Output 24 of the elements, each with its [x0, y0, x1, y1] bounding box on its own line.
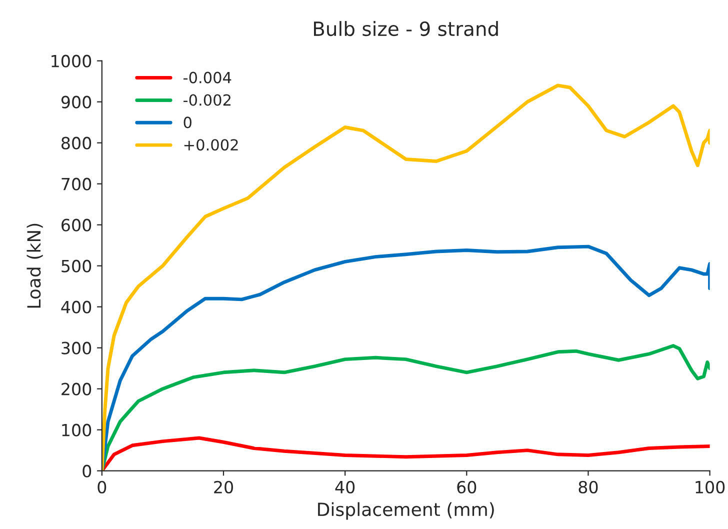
y-tick-label: 700 [62, 178, 92, 190]
legend-label: -0.004 [184, 72, 232, 84]
y-tick-label: 600 [62, 218, 92, 232]
x-tick-label: 80 [578, 480, 598, 494]
y-tick-label: 800 [62, 136, 92, 150]
x-tick-label: 100 [696, 480, 725, 494]
y-tick-label: 400 [61, 300, 92, 314]
y-tick-label: 500 [62, 260, 92, 272]
x-tick-label: 60 [457, 480, 476, 494]
y-tick-label: 0 [82, 464, 92, 478]
legend-label: 0 [184, 116, 192, 128]
x-axis-title: Displacement (mm) [318, 502, 494, 520]
x-tick-label: 20 [214, 480, 233, 494]
x-tick-label: 40 [335, 480, 355, 494]
y-axis-title: Load (kN) [26, 224, 43, 308]
y-tick-label: 200 [62, 382, 92, 396]
y-tick-label: 100 [62, 424, 92, 436]
y-tick-label: 900 [61, 96, 92, 108]
chart-title: Bulb size - 9 strand [314, 21, 498, 36]
legend-label: -0.002 [184, 94, 230, 106]
y-tick-label: 300 [62, 342, 92, 354]
x-tick-label: 0 [98, 480, 106, 494]
y-tick-label: 1000 [52, 54, 92, 68]
legend-label: +0.002 [184, 139, 238, 151]
